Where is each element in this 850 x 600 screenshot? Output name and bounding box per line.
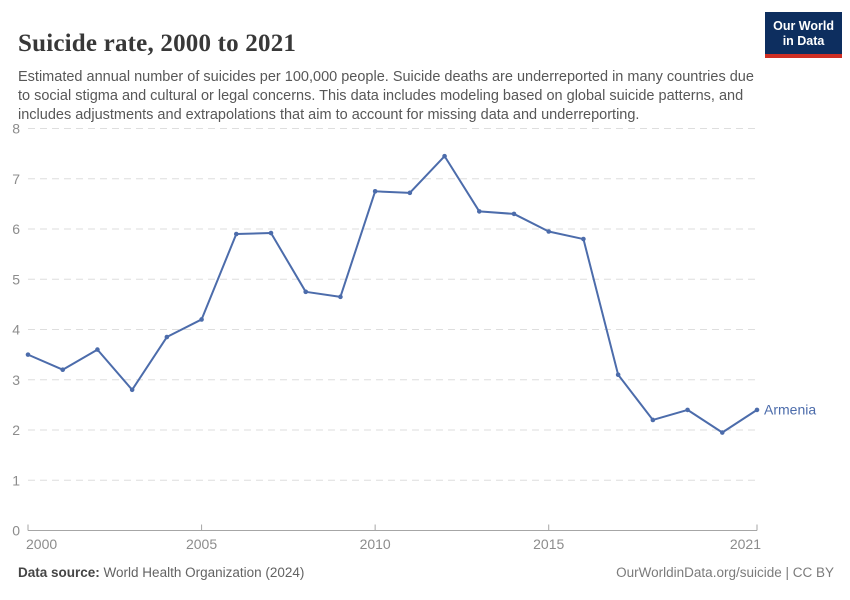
chart-footer: Data source: World Health Organization (… xyxy=(18,565,834,580)
data-source: Data source: World Health Organization (… xyxy=(18,565,304,580)
data-point[interactable] xyxy=(719,430,725,435)
data-point[interactable] xyxy=(615,372,621,378)
y-tick-label: 3 xyxy=(12,372,20,388)
x-axis xyxy=(27,524,758,531)
data-point[interactable] xyxy=(650,417,656,423)
data-point[interactable] xyxy=(546,229,552,234)
x-axis-labels: 2000 2005 2010 2015 2021 xyxy=(26,536,761,552)
data-point[interactable] xyxy=(476,209,482,214)
line-chart[interactable]: 0 1 2 3 4 5 6 7 8 2000 2005 2010 2015 2021 Armenia xyxy=(0,115,850,560)
y-tick-label: 8 xyxy=(12,121,20,137)
y-tick-label: 6 xyxy=(12,221,20,237)
gridlines xyxy=(28,128,757,481)
data-point[interactable] xyxy=(338,294,343,300)
data-point[interactable] xyxy=(25,352,31,357)
y-tick-label: 5 xyxy=(12,271,20,287)
y-tick-label: 2 xyxy=(12,422,20,438)
data-point[interactable] xyxy=(407,190,413,196)
data-point[interactable] xyxy=(754,407,760,413)
data-point[interactable] xyxy=(581,236,586,242)
data-point[interactable] xyxy=(303,289,309,295)
y-tick-label: 7 xyxy=(12,171,20,187)
y-tick-label: 0 xyxy=(12,523,20,539)
data-point[interactable] xyxy=(268,230,274,236)
y-tick-label: 1 xyxy=(12,472,20,488)
data-point[interactable] xyxy=(511,211,517,217)
x-tick-label: 2021 xyxy=(730,536,761,552)
data-point[interactable] xyxy=(95,347,100,352)
x-tick-label: 2015 xyxy=(533,536,564,552)
data-line[interactable] xyxy=(27,155,758,434)
chart-subtitle: Estimated annual number of suicides per … xyxy=(18,68,754,124)
data-source-value: World Health Organization (2024) xyxy=(103,565,305,580)
x-tick-label: 2005 xyxy=(186,536,217,552)
owid-logo-line1: Our World xyxy=(773,19,834,33)
x-tick-label: 2010 xyxy=(360,536,391,552)
data-point[interactable] xyxy=(233,231,239,237)
data-point[interactable] xyxy=(685,407,690,413)
data-point[interactable] xyxy=(199,317,204,322)
data-source-label: Data source: xyxy=(18,565,100,580)
data-point[interactable] xyxy=(372,189,378,194)
chart-title: Suicide rate, 2000 to 2021 xyxy=(18,29,297,57)
owid-logo-line2: in Data xyxy=(782,34,825,48)
y-axis-labels: 0 1 2 3 4 5 6 7 8 xyxy=(12,121,20,539)
data-point[interactable] xyxy=(164,334,170,340)
x-tick-label: 2000 xyxy=(26,536,57,552)
data-point[interactable] xyxy=(129,387,135,393)
data-point[interactable] xyxy=(60,367,66,372)
data-points xyxy=(25,153,760,435)
series-end-label[interactable]: Armenia xyxy=(764,401,816,417)
y-tick-label: 4 xyxy=(12,322,20,338)
owid-logo[interactable]: Our World in Data xyxy=(765,12,842,58)
attribution: OurWorldinData.org/suicide | CC BY xyxy=(616,565,834,580)
data-point[interactable] xyxy=(442,153,447,159)
